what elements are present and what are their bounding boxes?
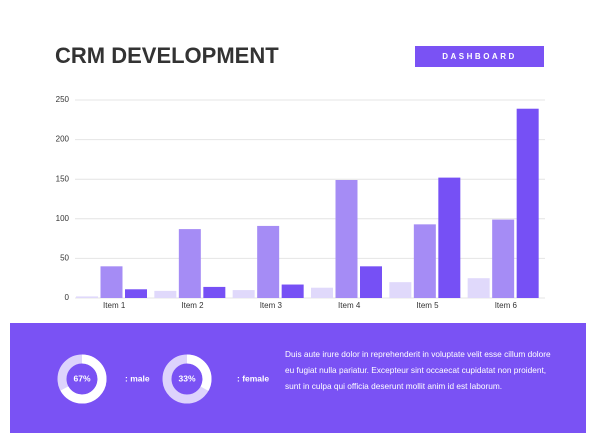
- y-tick-label: 250: [56, 95, 70, 104]
- bar: [492, 219, 515, 298]
- bar: [232, 290, 255, 298]
- legend-label: : female: [237, 373, 269, 383]
- bar: [413, 224, 436, 298]
- x-tick-label: Item 2: [181, 301, 204, 310]
- donut-label: 67%: [73, 373, 90, 383]
- bar: [311, 287, 333, 298]
- bar: [467, 278, 490, 298]
- bar: [438, 177, 461, 298]
- bar: [335, 179, 358, 298]
- button-label[interactable]: DASHBOARD: [442, 52, 517, 61]
- bar: [154, 290, 177, 298]
- x-tick-label: Item 1: [103, 301, 126, 310]
- bar: [203, 286, 226, 298]
- dashboard-button[interactable]: [415, 46, 544, 67]
- description: Duis aute irure dolor in reprehenderit i…: [285, 349, 551, 391]
- bar: [76, 296, 98, 298]
- donut-arc: [57, 354, 107, 404]
- bar: [516, 108, 539, 298]
- y-tick-label: 0: [65, 293, 70, 302]
- donut-arc: [162, 354, 212, 404]
- bar: [100, 266, 123, 298]
- bar: [257, 225, 280, 298]
- x-tick-label: Item 6: [495, 301, 518, 310]
- bar: [389, 282, 412, 298]
- bar: [360, 266, 382, 298]
- bar: [178, 229, 201, 298]
- y-tick-label: 100: [56, 214, 70, 223]
- y-tick-label: 50: [60, 254, 69, 263]
- x-tick-label: Item 3: [260, 301, 283, 310]
- x-tick-label: Item 5: [416, 301, 439, 310]
- bar: [125, 289, 147, 298]
- x-tick-label: Item 4: [338, 301, 361, 310]
- legend-label: : male: [125, 373, 150, 383]
- bar: [281, 284, 304, 298]
- y-tick-label: 150: [56, 174, 70, 183]
- page-title: CRM DEVELOPMENT: [55, 43, 279, 68]
- y-tick-label: 200: [56, 135, 70, 144]
- donut-label: 33%: [178, 373, 195, 383]
